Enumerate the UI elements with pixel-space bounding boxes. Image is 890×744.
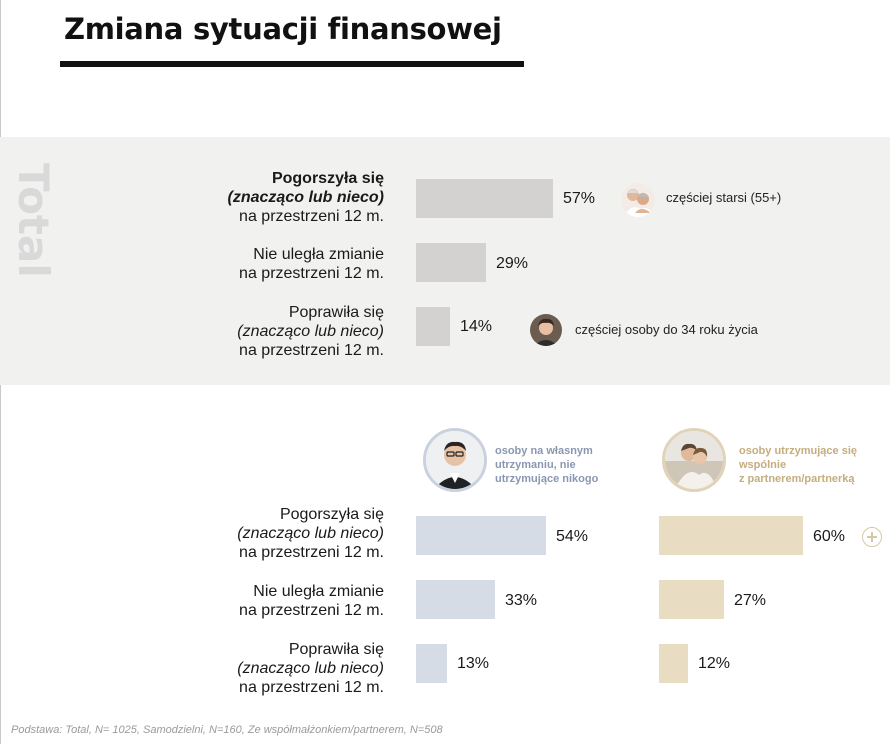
partner-value-label-same: 27% [734, 592, 767, 609]
row-label-line: na przestrzeni 12 m. [239, 265, 384, 282]
young-person-avatar [530, 314, 562, 346]
plus-circle-icon [862, 527, 882, 547]
partner-bar-same [659, 580, 724, 619]
total-vertical-label: Total [9, 163, 58, 278]
total-bar-worse [416, 179, 553, 218]
self-bar-better [416, 644, 447, 683]
total-value-label-worse: 57% [563, 190, 596, 207]
title-underline [60, 61, 524, 67]
partner-value-label-better: 12% [698, 655, 731, 672]
total-note-better: częściej osoby do 34 roku życia [575, 322, 758, 337]
row-label-line: (znacząco lub nieco) [237, 323, 384, 340]
row-label-line: Nie uległa zmianie [253, 246, 384, 263]
row-label-line: Nie uległa zmianie [253, 583, 384, 600]
row-label-line: (znacząco lub nieco) [237, 525, 384, 542]
partner-bar-better [659, 644, 688, 683]
row-label-line: Pogorszyła się [279, 506, 384, 523]
partner-bar-worse [659, 516, 803, 555]
row-label-line: na przestrzeni 12 m. [239, 544, 384, 561]
older-people-avatar [621, 183, 655, 217]
row-label-line: (znacząco lub nieco) [227, 189, 384, 206]
total-bar-better [416, 307, 450, 346]
row-label-line: na przestrzeni 12 m. [239, 602, 384, 619]
self-bar-worse [416, 516, 546, 555]
segment-label-line: z partnerem/partnerką [739, 473, 855, 485]
self-value-label-better: 13% [457, 655, 490, 672]
segment-label-line: osoby utrzymujące się [739, 445, 857, 457]
total-row-label-worse: Pogorszyła się (znacząco lub nieco) na p… [228, 169, 384, 226]
total-value-label-same: 29% [496, 255, 529, 272]
row-label-line: na przestrzeni 12 m. [239, 208, 384, 225]
segment-row-label-better: Poprawiła się (znacząco lub nieco) na pr… [237, 640, 384, 697]
row-label-line: Poprawiła się [288, 641, 384, 658]
segment-label-self: osoby na własnym utrzymaniu, nie utrzymu… [495, 444, 598, 486]
total-row-label-same: Nie uległa zmianie na przestrzeni 12 m. [239, 245, 384, 283]
segment-label-line: wspólnie [739, 459, 787, 471]
self-bar-same [416, 580, 495, 619]
page-title: Zmiana sytuacji finansowej [64, 12, 502, 46]
self-value-label-worse: 54% [556, 528, 589, 545]
row-label-line: na przestrzeni 12 m. [239, 679, 384, 696]
segment-row-label-same: Nie uległa zmianie na przestrzeni 12 m. [239, 582, 384, 620]
total-row-label-better: Poprawiła się (znacząco lub nieco) na pr… [237, 303, 384, 360]
total-value-label-better: 14% [460, 318, 493, 335]
row-label-line: Poprawiła się [288, 304, 384, 321]
segment-label-line: utrzymaniu, nie [495, 459, 576, 471]
segment-label-line: utrzymujące nikogo [495, 473, 599, 485]
segment-label-partner: osoby utrzymujące się wspólnie z partner… [739, 444, 857, 486]
self-value-label-same: 33% [505, 592, 538, 609]
total-note-worse: częściej starsi (55+) [666, 190, 782, 205]
row-label-line: na przestrzeni 12 m. [239, 342, 384, 359]
footnote: Podstawa: Total, N= 1025, Samodzielni, N… [11, 724, 443, 736]
row-label-line: (znacząco lub nieco) [237, 660, 384, 677]
segment-row-label-worse: Pogorszyła się (znacząco lub nieco) na p… [237, 505, 384, 562]
partner-value-label-worse: 60% [813, 528, 846, 545]
self-supporting-avatar [423, 428, 487, 492]
row-label-line: Pogorszyła się [271, 170, 384, 187]
segment-label-line: osoby na własnym [495, 445, 593, 457]
couple-avatar [662, 428, 726, 492]
total-bar-same [416, 243, 486, 282]
